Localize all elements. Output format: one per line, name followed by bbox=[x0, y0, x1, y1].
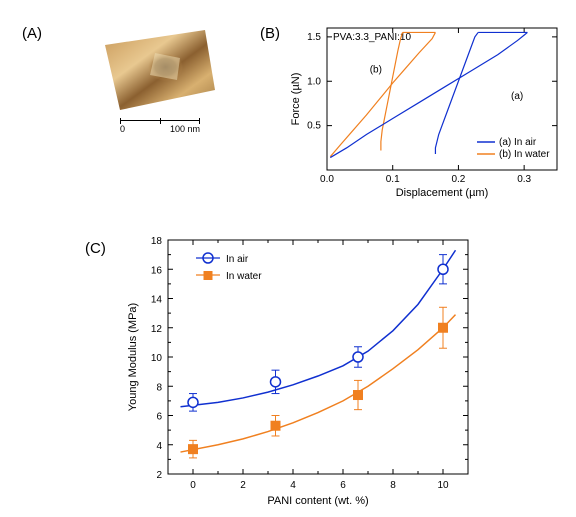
svg-text:0: 0 bbox=[190, 480, 196, 491]
svg-text:Displacement (µm): Displacement (µm) bbox=[396, 187, 489, 199]
svg-text:(b): (b) bbox=[370, 64, 382, 75]
svg-text:10: 10 bbox=[151, 353, 163, 364]
svg-text:8: 8 bbox=[156, 382, 162, 393]
svg-text:4: 4 bbox=[290, 480, 296, 491]
modulus-pani-chart: 0 2 4 6 8 10 2 4 6 8 10 12 14 16 18 PANI content (wt. %… bbox=[120, 230, 480, 510]
panel-a-label: (A) bbox=[22, 25, 42, 42]
svg-text:14: 14 bbox=[151, 295, 163, 306]
scalebar-right: 100 nm bbox=[170, 124, 200, 134]
svg-text:0.2: 0.2 bbox=[451, 174, 465, 185]
panel-b-label: (B) bbox=[260, 25, 280, 42]
svg-text:0.3: 0.3 bbox=[517, 174, 531, 185]
svg-text:Force (µN): Force (µN) bbox=[290, 73, 302, 126]
svg-text:(a): (a) bbox=[511, 91, 523, 102]
afm-image bbox=[85, 25, 220, 115]
svg-text:In water: In water bbox=[226, 271, 262, 282]
svg-text:0.0: 0.0 bbox=[320, 174, 334, 185]
scalebar-left: 0 bbox=[120, 124, 125, 134]
svg-text:0.1: 0.1 bbox=[386, 174, 400, 185]
svg-text:4: 4 bbox=[156, 441, 162, 452]
svg-text:10: 10 bbox=[437, 480, 449, 491]
force-displacement-chart: 0.0 0.1 0.2 0.3 0.5 1.0 1.5 Displacement (µm) Fo… bbox=[285, 20, 565, 200]
scalebar: 0 100 nm bbox=[120, 120, 200, 134]
svg-text:2: 2 bbox=[240, 480, 246, 491]
svg-text:12: 12 bbox=[151, 324, 163, 335]
svg-text:0.5: 0.5 bbox=[307, 121, 321, 132]
svg-text:In air: In air bbox=[226, 254, 249, 265]
afm-image-container: 0 100 nm bbox=[85, 25, 220, 135]
svg-text:2: 2 bbox=[156, 470, 162, 481]
svg-text:6: 6 bbox=[156, 412, 162, 423]
svg-text:1.0: 1.0 bbox=[307, 76, 321, 87]
svg-text:18: 18 bbox=[151, 236, 163, 247]
svg-text:PANI content (wt. %): PANI content (wt. %) bbox=[267, 495, 368, 507]
svg-text:8: 8 bbox=[390, 480, 396, 491]
svg-text:(a) In air: (a) In air bbox=[499, 137, 537, 148]
svg-text:Young Modulus (MPa): Young Modulus (MPa) bbox=[127, 303, 139, 411]
panel-c-label: (C) bbox=[85, 240, 106, 257]
svg-text:16: 16 bbox=[151, 265, 163, 276]
svg-text:6: 6 bbox=[340, 480, 346, 491]
svg-text:(b) In water: (b) In water bbox=[499, 149, 550, 160]
svg-text:1.5: 1.5 bbox=[307, 32, 321, 43]
